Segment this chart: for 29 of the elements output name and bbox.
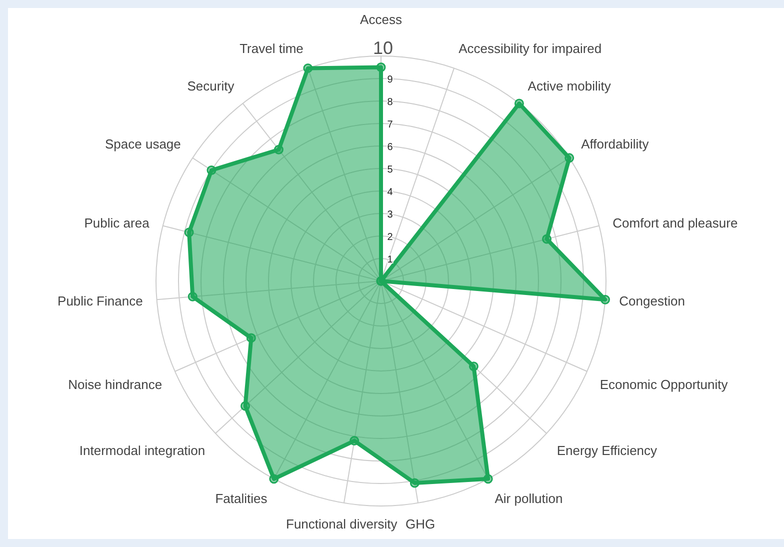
spoke-label: Congestion — [619, 294, 685, 309]
spoke-label: GHG — [406, 516, 436, 532]
y-tick-label: 6 — [387, 142, 394, 153]
spoke-label: Travel time — [240, 40, 304, 56]
y-tick-label: 9 — [387, 74, 394, 86]
spoke-label: Functional diversity — [286, 516, 398, 532]
spoke-label: Affordability — [581, 136, 650, 152]
spoke-label: Energy Efficiency — [556, 442, 658, 458]
spoke-label: Fatalities — [215, 491, 268, 506]
y-tick-label: 8 — [387, 97, 394, 108]
spoke-label: Noise hindrance — [68, 377, 162, 392]
y-tick-label: 3 — [387, 210, 394, 220]
y-tick-label: 10 — [372, 38, 394, 58]
y-tick-label: 1 — [387, 254, 394, 266]
spoke-label: Access — [360, 12, 402, 27]
spoke-label: Public area — [84, 215, 150, 230]
spoke-label: Intermodal integration — [79, 442, 206, 458]
spoke-label: Public Finance — [58, 294, 143, 309]
spoke-label: Economic Opportunity — [600, 377, 728, 392]
y-tick-label: 5 — [387, 164, 394, 176]
y-tick-label: 4 — [387, 187, 394, 198]
spoke-label: Air pollution — [494, 491, 563, 506]
y-tick-label: 2 — [387, 232, 394, 243]
spoke-label: Accessibility for impaired — [458, 40, 602, 56]
spoke-label: Active mobility — [528, 78, 612, 94]
y-tick-label: 7 — [387, 120, 394, 130]
spoke-label: Security — [187, 78, 235, 94]
spoke-label: Space usage — [105, 136, 181, 152]
spoke-label: Comfort and pleasure — [612, 215, 738, 230]
